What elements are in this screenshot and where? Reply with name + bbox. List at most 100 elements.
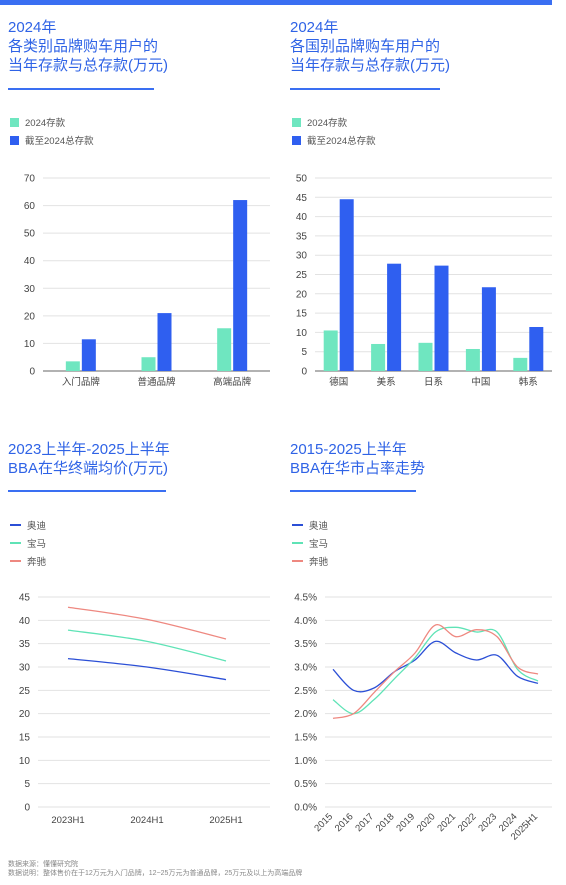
title-underline <box>290 490 416 492</box>
x-tick-label: 2025H1 <box>209 815 242 826</box>
x-tick-label: 高端品牌 <box>213 376 252 388</box>
chart-title: 2024年 各类别品牌购车用户的 当年存款与总存款(万元) <box>8 19 168 74</box>
y-tick-label: 10 <box>24 339 36 350</box>
legend-line <box>10 560 21 562</box>
chart-panel-brand-category: 2024年 各类别品牌购车用户的 当年存款与总存款(万元) 2024存款 截至2… <box>8 18 278 398</box>
legend-item: 2024存款 <box>10 113 94 131</box>
x-tick-label: 2018 <box>374 811 397 834</box>
chart-title: 2024年 各国别品牌购车用户的 当年存款与总存款(万元) <box>290 19 450 74</box>
legend-item: 奔驰 <box>10 552 46 570</box>
legend-item: 奥迪 <box>292 516 328 534</box>
bar <box>434 265 449 371</box>
y-tick-label: 20 <box>24 311 36 322</box>
bar <box>481 287 496 371</box>
y-tick-label: 40 <box>24 256 36 267</box>
legend-label: 奥迪 <box>27 521 47 532</box>
title-underline <box>8 88 154 90</box>
y-tick-label: 0.0% <box>294 803 317 814</box>
y-tick-label: 10 <box>19 756 31 767</box>
legend-line <box>10 542 21 544</box>
x-tick-label: 韩系 <box>519 376 538 388</box>
x-tick-label: 2019 <box>394 811 417 834</box>
legend-item: 宝马 <box>292 534 328 552</box>
bar <box>81 339 96 371</box>
bar <box>157 313 172 371</box>
x-tick-label: 美系 <box>377 376 396 388</box>
x-tick-label: 2023H1 <box>51 815 84 826</box>
y-tick-label: 15 <box>296 309 308 320</box>
x-tick-label: 日系 <box>424 377 443 388</box>
chart-legend: 2024存款 截至2024总存款 <box>10 113 94 149</box>
legend-swatch <box>10 135 19 145</box>
bar <box>387 263 402 371</box>
legend-line <box>10 524 21 526</box>
top-accent-bar <box>0 0 552 5</box>
y-tick-label: 30 <box>19 663 31 674</box>
y-tick-label: 45 <box>296 193 308 204</box>
legend-item: 截至2024总存款 <box>10 131 94 149</box>
legend-swatch <box>10 117 19 127</box>
y-tick-label: 4.5% <box>294 593 317 604</box>
y-tick-label: 50 <box>24 229 36 240</box>
legend-label: 截至2024总存款 <box>307 136 376 147</box>
y-tick-label: 1.5% <box>294 733 317 744</box>
y-tick-label: 50 <box>296 174 308 185</box>
legend-label: 奔驰 <box>309 557 329 568</box>
chart-legend: 奥迪 宝马 奔驰 <box>292 516 328 570</box>
legend-line <box>292 542 303 544</box>
bar <box>339 199 354 371</box>
chart-legend: 2024存款 截至2024总存款 <box>292 113 376 149</box>
y-tick-label: 35 <box>296 231 308 242</box>
series-line <box>332 626 539 715</box>
legend-label: 2024存款 <box>307 118 348 129</box>
bar <box>65 361 80 371</box>
y-tick-label: 3.0% <box>294 663 317 674</box>
y-tick-label: 25 <box>296 270 308 281</box>
legend-line <box>292 560 303 562</box>
y-tick-label: 40 <box>296 212 308 223</box>
bar <box>323 330 338 371</box>
bar <box>465 348 480 371</box>
y-tick-label: 45 <box>19 593 31 604</box>
data-note: 数据说明：整体售价在于12万元为入门品牌，12~25万元为普通品牌，25万元及以… <box>8 870 303 877</box>
legend-item: 奔驰 <box>292 552 328 570</box>
legend-item: 奥迪 <box>10 516 46 534</box>
y-tick-label: 0 <box>24 803 30 814</box>
legend-swatch <box>292 135 301 145</box>
legend-line <box>292 524 303 526</box>
series-line <box>332 624 539 719</box>
legend-label: 截至2024总存款 <box>25 136 94 147</box>
y-tick-label: 2.5% <box>294 686 317 697</box>
y-tick-label: 40 <box>19 616 31 627</box>
footer-notes: 数据来源：懂懂研究院 数据说明：整体售价在于12万元为入门品牌，12~25万元为… <box>8 860 302 878</box>
title-underline <box>290 88 440 90</box>
series-line <box>67 629 227 662</box>
bar <box>233 200 248 371</box>
y-tick-label: 0 <box>29 367 35 378</box>
y-tick-label: 30 <box>24 284 36 295</box>
x-tick-label: 普通品牌 <box>137 376 176 388</box>
source-note: 数据来源：懂懂研究院 <box>8 861 78 868</box>
y-tick-label: 3.5% <box>294 639 317 650</box>
y-tick-label: 5 <box>301 347 307 358</box>
y-tick-label: 70 <box>24 174 36 185</box>
chart-panel-brand-country: 2024年 各国别品牌购车用户的 当年存款与总存款(万元) 2024存款 截至2… <box>290 18 558 398</box>
line-chart-price: 0 5 10 15 20 25 30 35 40 45 2023H1 2024H1 2025H1 <box>19 593 270 826</box>
chart-legend: 奥迪 宝马 奔驰 <box>10 516 46 570</box>
y-tick-label: 15 <box>19 733 31 744</box>
x-tick-label: 2016 <box>333 811 356 834</box>
title-underline <box>8 490 166 492</box>
legend-item: 宝马 <box>10 534 46 552</box>
bar <box>529 326 544 371</box>
bar <box>141 357 156 371</box>
y-tick-label: 20 <box>296 289 308 300</box>
y-tick-label: 2.0% <box>294 709 317 720</box>
chart-panel-bba-price: 2023上半年-2025上半年 BBA在华终端均价(万元) 奥迪 宝马 奔驰 0… <box>8 440 278 840</box>
legend-label: 2024存款 <box>25 118 66 129</box>
x-tick-label: 入门品牌 <box>62 376 101 388</box>
bar <box>371 343 386 371</box>
legend-swatch <box>292 117 301 127</box>
bar <box>217 328 232 371</box>
x-tick-label: 德国 <box>329 376 348 388</box>
x-tick-label: 2021 <box>435 811 458 834</box>
